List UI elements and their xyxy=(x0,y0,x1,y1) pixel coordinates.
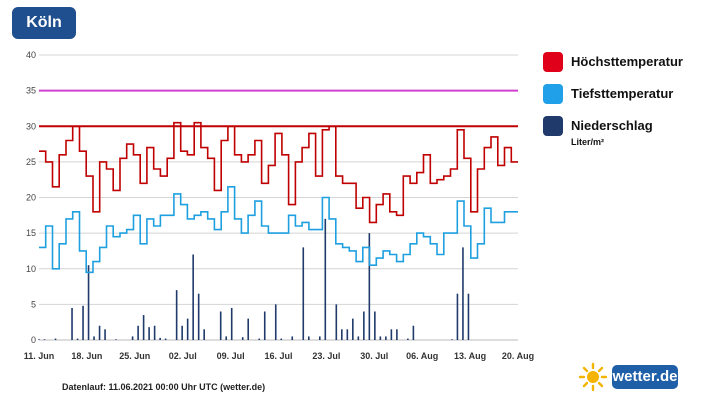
precip-bar xyxy=(131,336,134,340)
data-run-footer: Datenlauf: 11.06.2021 00:00 Uhr UTC (wet… xyxy=(62,382,266,392)
y-tick-label: 30 xyxy=(26,121,36,131)
precip-bar xyxy=(104,329,106,340)
precip-bar xyxy=(407,338,409,340)
x-tick-label: 25. Jun xyxy=(119,351,150,361)
max-temp-line xyxy=(39,121,518,224)
legend-swatch-precip xyxy=(543,116,563,136)
precip-bar xyxy=(363,311,365,340)
precip-bar xyxy=(335,304,338,340)
legend-label-precip: Niederschlag xyxy=(571,118,653,133)
wetter-logo[interactable]: wetter.de xyxy=(576,362,686,392)
precip-bar xyxy=(368,233,371,340)
x-tick-label: 18. Jun xyxy=(71,351,102,361)
precip-bar xyxy=(318,336,321,340)
reference-lines xyxy=(39,89,518,128)
precip-bars xyxy=(38,218,470,340)
precip-bar xyxy=(390,329,393,340)
precip-bar xyxy=(219,311,222,340)
min-temp-line xyxy=(39,186,518,274)
x-tick-label: 11. Jun xyxy=(24,351,55,361)
precip-bar xyxy=(263,311,266,340)
precip-bar xyxy=(175,290,178,340)
precip-bar xyxy=(159,337,161,340)
x-tick-label: 20. Aug xyxy=(502,351,534,361)
precip-bar xyxy=(451,339,453,340)
precip-bar xyxy=(54,338,57,340)
x-tick-label: 02. Jul xyxy=(169,351,197,361)
precip-bar xyxy=(302,247,305,340)
precip-bar xyxy=(324,218,327,340)
precip-bar xyxy=(43,339,46,340)
precip-bar xyxy=(153,325,156,340)
precip-bar xyxy=(148,327,150,340)
x-tick-labels: 11. Jun 18. Jun 25. Jun 02. Jul 09. Jul 16. J… xyxy=(24,351,534,361)
precip-bar xyxy=(225,336,227,340)
precip-bar xyxy=(467,293,470,340)
city-title: Köln xyxy=(12,7,76,39)
precip-bar xyxy=(247,318,250,340)
precip-bar xyxy=(115,339,117,340)
legend-swatch-max xyxy=(543,52,563,72)
precip-bar xyxy=(379,336,382,340)
logo-text: wetter.de xyxy=(612,365,678,389)
precip-bar xyxy=(374,311,376,340)
precip-bar xyxy=(352,318,354,340)
precip-bar xyxy=(346,329,349,340)
precip-bar xyxy=(307,336,310,340)
y-tick-label: 15 xyxy=(26,228,36,238)
precip-bar xyxy=(87,265,90,340)
precip-bar xyxy=(462,247,464,340)
legend-label-min: Tiefsttemperatur xyxy=(571,86,674,101)
y-tick-label: 20 xyxy=(26,193,36,203)
precip-bar xyxy=(197,293,200,340)
precip-bar xyxy=(76,338,79,340)
precip-bar xyxy=(93,336,95,340)
precip-bar xyxy=(203,329,205,340)
legend-label-max: Höchsttemperatur xyxy=(571,54,683,69)
precip-bar xyxy=(396,329,398,340)
precip-bar xyxy=(186,318,189,340)
precip-bar xyxy=(82,305,84,340)
y-tick-label: 0 xyxy=(31,335,36,345)
precip-bar xyxy=(71,307,73,340)
sun-icon xyxy=(578,362,608,392)
precip-bar xyxy=(341,329,343,340)
y-tick-label: 5 xyxy=(31,299,36,309)
x-tick-label: 16. Jul xyxy=(264,351,292,361)
precip-bar xyxy=(412,325,415,340)
grid-lines xyxy=(39,54,518,341)
x-tick-label: 13. Aug xyxy=(454,351,486,361)
precip-bar xyxy=(456,293,459,340)
precip-bar xyxy=(357,336,360,340)
precip-bar xyxy=(230,307,233,340)
precip-bar xyxy=(291,336,294,340)
y-tick-label: 10 xyxy=(26,264,36,274)
legend-unit-precip: Liter/m² xyxy=(571,137,605,147)
x-tick-label: 23. Jul xyxy=(312,351,340,361)
precip-bar xyxy=(181,325,183,340)
precip-bar xyxy=(280,338,283,340)
precip-bar xyxy=(38,339,40,340)
temperature-lines xyxy=(39,121,518,274)
precip-bar xyxy=(258,338,261,340)
x-tick-label: 30. Jul xyxy=(360,351,388,361)
y-tick-labels: 0 5 10 15 20 25 30 35 40 xyxy=(26,50,36,345)
precip-bar xyxy=(98,325,101,340)
y-tick-label: 40 xyxy=(26,50,36,60)
precip-bar xyxy=(137,325,139,340)
precip-bar xyxy=(142,315,145,340)
precip-bar xyxy=(241,337,244,340)
y-tick-label: 35 xyxy=(26,86,36,96)
precip-bar xyxy=(385,336,387,340)
precip-bar xyxy=(274,304,277,340)
x-tick-label: 09. Jul xyxy=(217,351,245,361)
y-tick-label: 25 xyxy=(26,157,36,167)
x-tick-label: 06. Aug xyxy=(406,351,438,361)
precip-bar xyxy=(192,254,194,340)
precip-bar xyxy=(164,338,167,340)
legend-swatch-min xyxy=(543,84,563,104)
